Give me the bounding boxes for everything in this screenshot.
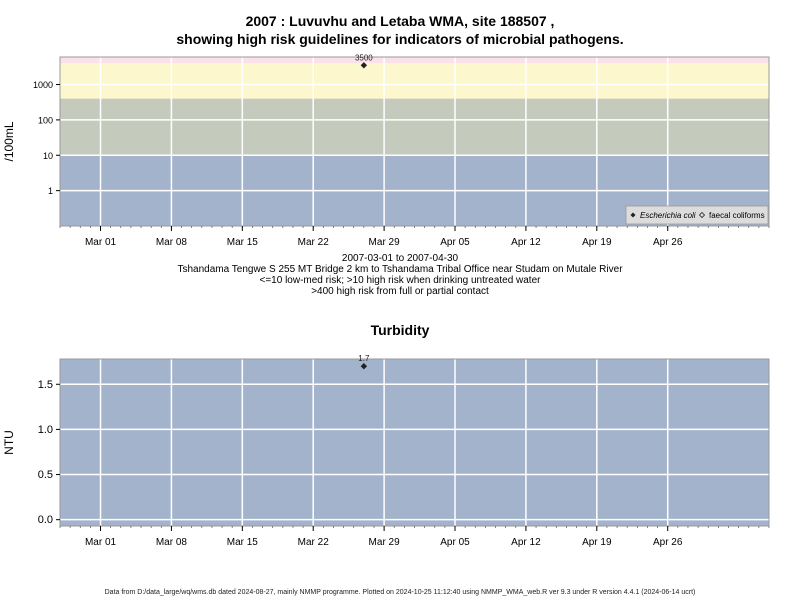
x-tick-label-6: Apr 12 — [511, 237, 541, 248]
x-tick-label-5: Apr 05 — [440, 237, 470, 248]
legend-box — [625, 205, 769, 225]
data-point-0-0 — [360, 363, 368, 370]
x-tick-label-2: Mar 15 — [227, 537, 259, 548]
y-axis-label: NTU — [2, 430, 16, 455]
x-tick-label-6: Apr 12 — [511, 537, 541, 548]
x-tick-label-7: Apr 19 — [582, 537, 612, 548]
y-tick-label-1: 0.5 — [38, 469, 53, 481]
y-tick-label-3: 1000 — [33, 80, 53, 90]
x-tick-label-0: Mar 01 — [85, 537, 117, 548]
footer-note: Data from D:/data_large/wq/wms.db dated … — [104, 589, 696, 596]
x-tick-label-3: Mar 22 — [298, 237, 330, 248]
date-range: 2007-03-01 to 2007-04-30 — [341, 253, 459, 264]
turbidity-title: Turbidity — [370, 322, 430, 338]
x-tick-label-5: Apr 05 — [440, 537, 470, 548]
legend-marker-ecoli — [630, 212, 636, 218]
guideline-drinking: <=10 low-med risk; >10 high risk when dr… — [259, 275, 541, 286]
y-tick-label-2: 1.0 — [38, 424, 53, 436]
y-tick-label-3: 1.5 — [38, 379, 53, 391]
x-tick-label-8: Apr 26 — [653, 237, 683, 248]
risk-band-2 — [60, 63, 769, 99]
y-tick-label-1: 10 — [43, 151, 53, 161]
risk-band-3 — [60, 57, 769, 64]
risk-band-1 — [60, 98, 769, 156]
x-tick-label-7: Apr 19 — [582, 237, 612, 248]
x-tick-label-0: Mar 01 — [85, 237, 117, 248]
x-tick-label-8: Apr 26 — [653, 537, 683, 548]
x-tick-label-1: Mar 08 — [156, 537, 188, 548]
guideline-contact: >400 high risk from full or partial cont… — [311, 286, 489, 297]
x-tick-label-4: Mar 29 — [369, 237, 401, 248]
x-tick-label-1: Mar 08 — [156, 237, 188, 248]
data-label-0-0: 1.7 — [358, 354, 370, 363]
chart-title-line-1: 2007 : Luvuvhu and Letaba WMA, site 1885… — [245, 13, 555, 29]
x-tick-label-3: Mar 22 — [298, 537, 330, 548]
y-tick-label-0: 0.0 — [38, 514, 53, 526]
plot-background — [60, 359, 769, 526]
x-tick-label-4: Mar 29 — [369, 537, 401, 548]
y-tick-label-2: 100 — [38, 115, 53, 125]
legend-label-faecal: faecal coliforms — [709, 211, 765, 220]
x-tick-label-2: Mar 15 — [227, 237, 259, 248]
data-point-0-0 — [360, 62, 368, 69]
microbial-chart: Mar 01 Mar 08 Mar 15 Mar 22 Mar 29 Apr 05 Apr … — [2, 53, 770, 248]
data-label-0-0: 3500 — [355, 53, 373, 62]
chart-title-line-2: showing high risk guidelines for indicat… — [176, 31, 624, 47]
y-axis-label: /100mL — [2, 121, 16, 161]
legend-marker-faecal — [698, 211, 706, 219]
y-tick-label-0: 1 — [48, 186, 53, 196]
site-description: Tshandama Tengwe S 255 MT Bridge 2 km to… — [177, 264, 623, 275]
legend-label-ecoli: Escherichia coli — [640, 211, 696, 220]
